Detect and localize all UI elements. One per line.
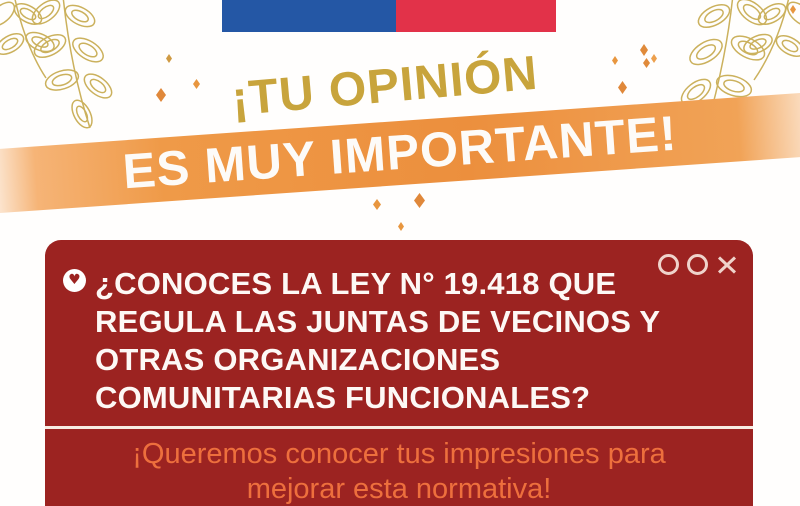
- confetti-diamond-icon: [651, 54, 657, 63]
- window-controls: [658, 254, 738, 275]
- subtext-line: mejorar esta normativa!: [246, 473, 552, 505]
- flag-red-block: [395, 0, 556, 32]
- question-line: COMUNITARIAS FUNCIONALES?: [95, 380, 591, 415]
- confetti-diamond-icon: [618, 81, 627, 94]
- confetti-diamond-icon: [640, 44, 648, 56]
- confetti-diamond-icon: [414, 193, 425, 208]
- question-line: REGULA LAS JUNTAS DE VECINOS Y: [95, 304, 661, 339]
- confetti-diamond-icon: [193, 79, 200, 89]
- flag-blue-block: [222, 0, 396, 32]
- card-divider: [45, 426, 753, 429]
- confetti-diamond-icon: [612, 56, 618, 65]
- subtext: ¡Queremos conocer tus impresiones para m…: [45, 437, 753, 506]
- question-line: ¿CONOCES LA LEY N° 19.418 QUE: [95, 266, 617, 301]
- subtext-line: ¡Queremos conocer tus impresiones para: [132, 438, 666, 470]
- chile-flag-banner: [222, 0, 556, 32]
- confetti-diamond-icon: [790, 5, 796, 14]
- question-card: ♥ ¿CONOCES LA LEY N° 19.418 QUE REGULA L…: [45, 240, 753, 506]
- confetti-diamond-icon: [398, 222, 404, 231]
- question-text: ¿CONOCES LA LEY N° 19.418 QUE REGULA LAS…: [95, 265, 740, 417]
- confetti-diamond-icon: [643, 58, 650, 68]
- question-line: OTRAS ORGANIZACIONES: [95, 342, 501, 377]
- confetti-diamond-icon: [166, 54, 172, 63]
- heart-circle-icon: ♥: [63, 269, 86, 292]
- window-close-icon: [717, 255, 737, 274]
- confetti-diamond-icon: [373, 199, 381, 210]
- window-circle-icon: [658, 254, 679, 275]
- leaf-branch-icon: [0, 0, 113, 129]
- heart-icon: ♥: [68, 272, 81, 288]
- confetti-diamond-icon: [156, 88, 166, 102]
- window-circle-icon: [687, 254, 708, 275]
